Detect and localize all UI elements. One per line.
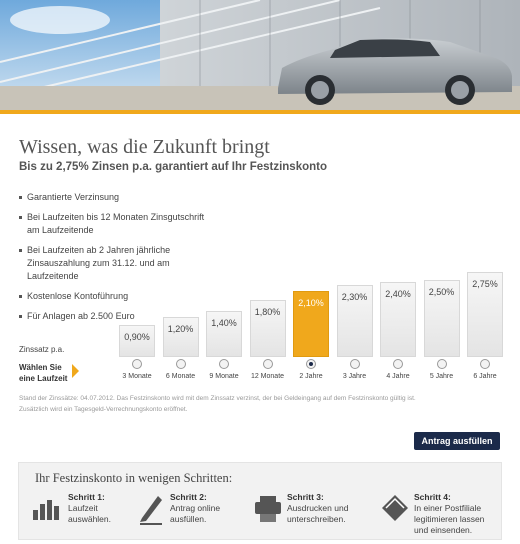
rate-bar[interactable] bbox=[336, 285, 373, 357]
rate-label: 1,20% bbox=[167, 323, 194, 334]
feature: Kostenlose Kontoführung bbox=[19, 290, 219, 303]
rate-bar[interactable] bbox=[162, 316, 199, 357]
feature: Bei Laufzeiten ab 2 Jahren jährliche Zin… bbox=[19, 244, 219, 283]
term-label: 9 Monate bbox=[209, 373, 239, 380]
apply-button[interactable]: Antrag ausfüllen bbox=[414, 432, 500, 450]
rate-bar[interactable] bbox=[249, 299, 286, 357]
radio[interactable] bbox=[480, 359, 490, 369]
term-label: 3 Jahre bbox=[342, 373, 367, 380]
steps-title: Ihr Festzinskonto in wenigen Schritten: bbox=[35, 471, 233, 485]
rate-label: 1,80% bbox=[254, 306, 281, 317]
radio[interactable] bbox=[393, 359, 403, 369]
term-label: 2 Jahre bbox=[299, 373, 323, 380]
feature-list: Garantierte Verzinsung Bei Laufzeiten bis… bbox=[19, 191, 219, 330]
step-text: In einer Postfiliale legitimieren lassen… bbox=[414, 503, 485, 535]
step-title: Schritt 3: bbox=[287, 492, 324, 502]
rate-bar[interactable] bbox=[119, 325, 155, 357]
term-label: 6 Monate bbox=[165, 373, 196, 380]
radio[interactable] bbox=[349, 359, 360, 369]
feature: Garantierte Verzinsung bbox=[19, 191, 219, 204]
radio[interactable] bbox=[132, 359, 142, 369]
rate-label: 2,50% bbox=[428, 286, 455, 297]
term-label: Wählen Sie eine Laufzeit bbox=[19, 363, 68, 383]
rate-label: 0,90% bbox=[124, 332, 150, 343]
term-label: 6 Jahre bbox=[473, 373, 497, 380]
rate-bar[interactable] bbox=[423, 279, 460, 357]
step-icons bbox=[33, 495, 408, 525]
term-label: 4 Jahre bbox=[386, 373, 410, 380]
footnote: Zusätzlich wird ein Tagesgeld-Verrechnun… bbox=[19, 406, 188, 413]
arrow bbox=[72, 364, 79, 378]
feature: Für Anlagen ab 2.500 Euro bbox=[19, 310, 219, 323]
step-text: Laufzeit auswählen. bbox=[68, 503, 112, 524]
term-label: 5 Jahre bbox=[429, 373, 454, 380]
rate-bar[interactable] bbox=[380, 282, 416, 357]
radio[interactable] bbox=[219, 359, 229, 369]
footnote: Stand der Zinssätze: 04.07.2012. Das Fes… bbox=[19, 395, 416, 402]
term-label: 3 Monate bbox=[122, 373, 152, 380]
step-text: Antrag online ausfüllen. bbox=[170, 503, 221, 524]
feature: Bei Laufzeiten bis 12 Monaten Zinsgutsch… bbox=[19, 211, 219, 237]
title: Wissen, was die Zukunft bringt bbox=[19, 136, 270, 158]
rate-label: 2,10% bbox=[298, 297, 324, 308]
rate-bar[interactable] bbox=[293, 290, 329, 357]
term-label: 12 Monate bbox=[250, 373, 285, 380]
subtitle: Bis zu 2,75% Zinsen p.a. garantiert auf … bbox=[19, 161, 328, 173]
rate-label: 1,40% bbox=[211, 317, 237, 328]
rate-label: 2,40% bbox=[385, 289, 411, 300]
radio[interactable] bbox=[262, 359, 273, 369]
step-title: Schritt 1: bbox=[68, 492, 105, 502]
radio[interactable] bbox=[175, 359, 186, 369]
header-image bbox=[0, 0, 520, 114]
rate-bar[interactable] bbox=[206, 310, 242, 357]
rate-label: Zinssatz p.a. bbox=[19, 345, 65, 354]
step-title: Schritt 4: bbox=[414, 492, 451, 502]
rate-label: 2,30% bbox=[341, 292, 368, 303]
step-title: Schritt 2: bbox=[170, 492, 207, 502]
rate-label: 2,75% bbox=[472, 279, 498, 290]
step-text: Ausdrucken und unterschreiben. bbox=[287, 503, 349, 524]
radio[interactable] bbox=[436, 359, 447, 369]
radio[interactable] bbox=[306, 359, 316, 369]
rate-bar[interactable] bbox=[467, 272, 503, 357]
